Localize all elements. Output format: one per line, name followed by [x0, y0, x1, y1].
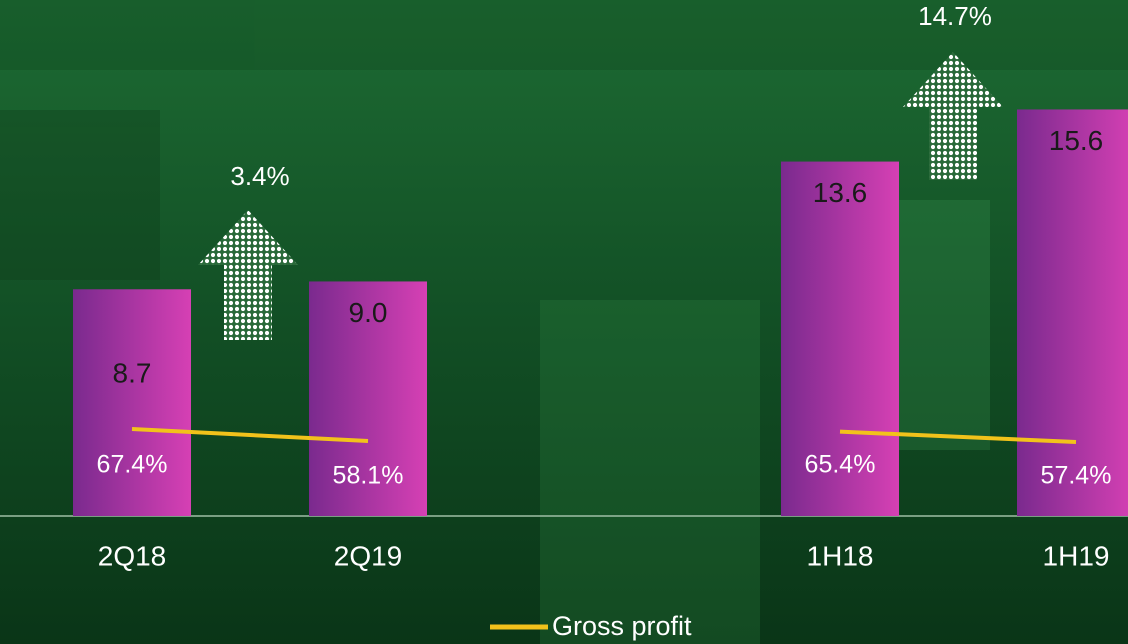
- growth-arrow: [903, 52, 1003, 180]
- bar: [1017, 109, 1128, 517]
- x-tick-label: 2Q19: [334, 540, 403, 571]
- gross-profit-line: [131, 427, 369, 444]
- margin-label: 67.4%: [97, 451, 168, 479]
- growth-label: 14.7%: [918, 1, 992, 31]
- bar-value-label: 13.6: [813, 177, 868, 208]
- growth-label: 3.4%: [230, 161, 289, 191]
- legend-label: Gross profit: [552, 611, 692, 641]
- margin-label: 57.4%: [1041, 462, 1112, 490]
- gross-profit-line: [839, 429, 1077, 444]
- x-tick-label: 1H19: [1043, 540, 1110, 571]
- bar: [73, 289, 191, 516]
- bar: [309, 281, 427, 516]
- bar: [781, 161, 899, 517]
- bar-value-label: 8.7: [113, 357, 152, 388]
- bar-value-label: 9.0: [349, 297, 388, 328]
- growth-arrow: [198, 210, 298, 340]
- bar-value-label: 15.6: [1049, 125, 1104, 156]
- x-tick-label: 1H18: [807, 540, 874, 571]
- margin-label: 58.1%: [333, 462, 404, 490]
- x-tick-label: 2Q18: [98, 540, 167, 571]
- margin-label: 65.4%: [805, 451, 876, 479]
